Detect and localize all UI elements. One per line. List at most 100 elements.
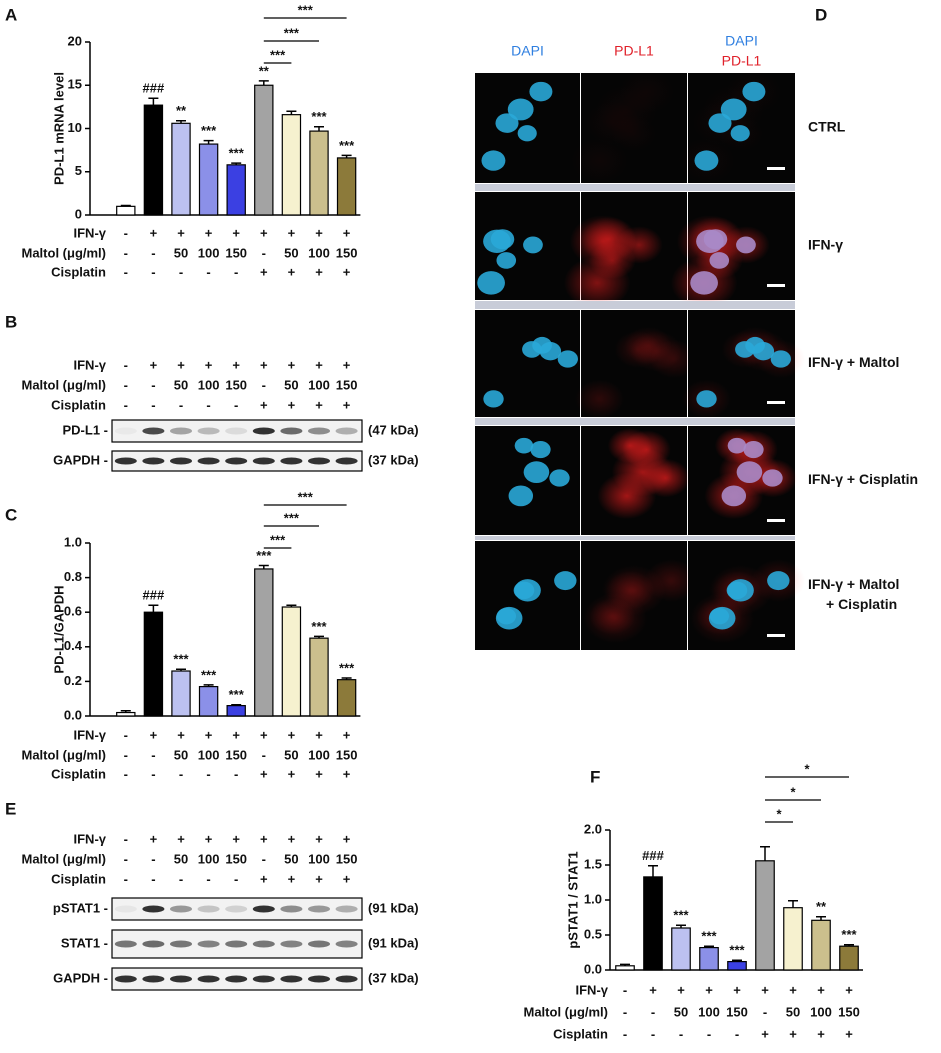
treatment-value: + [343,397,351,412]
nucleus [477,271,505,295]
treatment-value: + [343,871,351,886]
error-bar [314,635,324,639]
column-header: PD-L1 [614,43,654,59]
panel-label: D [815,5,827,24]
blot-band [142,427,165,435]
nucleus [530,440,551,459]
treatment-value: - [124,225,128,240]
blot-band [142,940,165,948]
y-tick-label: 20 [68,33,82,48]
micrograph [575,310,699,419]
y-tick-label: 2.0 [584,821,602,836]
comparison-label: *** [298,2,314,17]
pd-l1-signal [630,330,683,372]
treatment-value: + [789,982,797,997]
bar [699,946,719,971]
nucleus [727,437,747,454]
nucleus [483,390,504,408]
treatment-value: - [763,1004,767,1019]
blot-band [197,905,220,913]
bar [116,205,136,216]
bar [281,606,302,717]
treatment-value: + [288,766,296,781]
nucleus [496,252,517,269]
bar [309,637,329,717]
y-tick-label: 0.5 [584,926,602,941]
treatment-value: 150 [225,245,247,260]
comparison-label: * [804,761,810,776]
micrograph [688,426,797,535]
bar [309,130,329,216]
treatment-value: + [150,357,158,372]
bar [171,670,191,717]
treatment-value: + [177,357,185,372]
nucleus [735,341,755,358]
blot-band [280,427,303,435]
error-bar [120,710,131,713]
error-bar [258,564,269,569]
bar [783,907,803,971]
blot-band [308,457,330,465]
nucleus [703,229,728,250]
y-axis-label: PD-L1 mRNA level [51,72,66,185]
treatment-value: - [179,264,183,279]
significance-label: ### [143,81,165,96]
blot-band [142,905,165,913]
bar [171,122,191,216]
treatment-value: + [260,766,268,781]
blot-band [225,905,248,913]
row-separator [475,418,795,425]
treatment-value: - [124,264,128,279]
bar [116,711,136,717]
significance-label: *** [229,687,245,702]
nucleus [690,271,718,295]
bar [671,927,691,971]
micrograph [475,541,580,650]
treatment-value: - [151,747,155,762]
treatment-value: - [262,851,266,866]
treatment-value: 100 [810,1004,832,1019]
significance-label: *** [229,146,245,161]
treatment-value: - [206,766,210,781]
treatment-value: + [343,225,351,240]
treatment-value: + [315,871,323,886]
treatment-value: - [151,245,155,260]
significance-label: ### [642,848,664,863]
blot-band [335,427,358,435]
treatment-value: 50 [174,377,188,392]
significance-label: *** [339,138,355,153]
row-label: IFN-γ + Cisplatin [808,471,918,487]
comparison-label: * [776,806,782,821]
treatment-label: IFN-γ [74,225,107,240]
treatment-value: + [315,766,323,781]
y-tick-label: 0 [75,206,82,221]
treatment-value: + [705,982,713,997]
treatment-value: - [234,871,238,886]
nucleus [523,236,543,254]
blot-band [225,427,248,435]
error-bar [203,684,214,687]
micrograph [570,69,687,184]
treatment-value: 50 [174,747,188,762]
nucleus [554,571,577,591]
treatment-value: - [262,747,266,762]
treatment-value: 100 [198,747,220,762]
blot-size: (47 kDa) [368,422,419,437]
y-tick-label: 0.2 [64,673,82,688]
micrograph [581,541,699,650]
pd-l1-signal [619,69,675,114]
treatment-value: 50 [174,245,188,260]
treatment-value: - [623,982,627,997]
treatment-value: + [288,264,296,279]
significance-label: ** [259,63,270,78]
bar [336,157,357,216]
treatment-value: + [649,982,657,997]
bar [755,860,775,971]
treatment-value: - [124,727,128,742]
blot-band [252,427,275,435]
treatment-value: + [205,357,213,372]
treatment-value: + [315,225,323,240]
row-label: + Cisplatin [826,596,897,612]
blot-band [252,457,275,465]
micrograph [688,541,806,650]
